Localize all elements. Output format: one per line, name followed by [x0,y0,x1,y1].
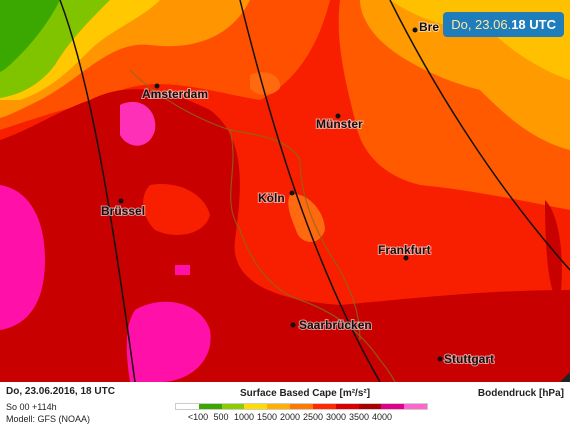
legend-title: Surface Based Cape [m²/s²] [240,388,371,399]
date-badge: Do, 23.06.18 UTC [443,12,564,37]
cape-area [0,185,45,330]
city-label: Brüssel [101,204,145,218]
colorbar-label: <100 [187,412,209,422]
city-label: Amsterdam [142,87,208,101]
colorbar-label: 500 [213,412,229,422]
city-dot [335,113,341,119]
footer: Do, 23.06.2016, 18 UTC So 00 +114h Model… [0,382,570,426]
city-dot [289,190,295,196]
colorbar-swatch [381,404,405,409]
colorbar-swatch [221,404,245,409]
cape-area [175,265,190,275]
colorbar-swatch [267,404,291,409]
cape-area [0,0,60,72]
corner-icon [560,372,570,382]
city-label: Frankfurt [378,243,431,257]
colorbar-swatch [404,404,427,409]
cape-area [143,184,210,235]
city-dot [118,198,124,204]
colorbar-swatch [290,404,313,409]
city-label: Münster [316,117,363,131]
colorbar-label: 1000 [233,412,255,422]
forecast-step: So 00 +114h [6,402,57,412]
badge-date: Do, 23.06. [451,17,512,32]
colorbar-swatch [198,404,222,409]
colorbar-label: 2000 [279,412,301,422]
colorbar-label: 3500 [348,412,370,422]
city-dot [437,356,443,362]
colorbar-swatch [335,404,359,409]
map: Bre Amsterdam Münster Brüssel Köln Frankfurt S… [0,0,570,382]
colorbar-label: 3000 [325,412,347,422]
border [129,69,396,382]
overlay-label: Bodendruck [hPa] [477,388,564,399]
colorbar-swatch [176,404,199,409]
cape-area [288,194,325,242]
colorbar-swatch [244,404,268,409]
city-dot [290,322,296,328]
cape-area [126,301,211,382]
city-label: Bre [419,20,439,34]
run-time: Do, 23.06.2016, 18 UTC [6,386,115,397]
colorbar [175,403,428,410]
city-label: Köln [258,191,285,205]
model: Modell: GFS (NOAA) [6,414,91,424]
colorbar-label: 2500 [302,412,324,422]
city-dot [403,255,409,261]
colorbar-label: 4000 [371,412,393,422]
badge-time: 18 UTC [511,17,556,32]
colorbar-labels: <100 500 1000 1500 2000 2500 3000 3500 4000 [0,412,570,424]
isobar [59,0,570,382]
city-label: Stuttgart [444,352,494,366]
city-dot [154,83,160,89]
city-label: Saarbrücken [299,318,372,332]
colorbar-swatch [312,404,336,409]
colorbar-label: 1500 [256,412,278,422]
city-dot [412,27,418,33]
colorbar-swatch [358,404,382,409]
cape-area [120,101,156,146]
cape-area [250,72,281,95]
